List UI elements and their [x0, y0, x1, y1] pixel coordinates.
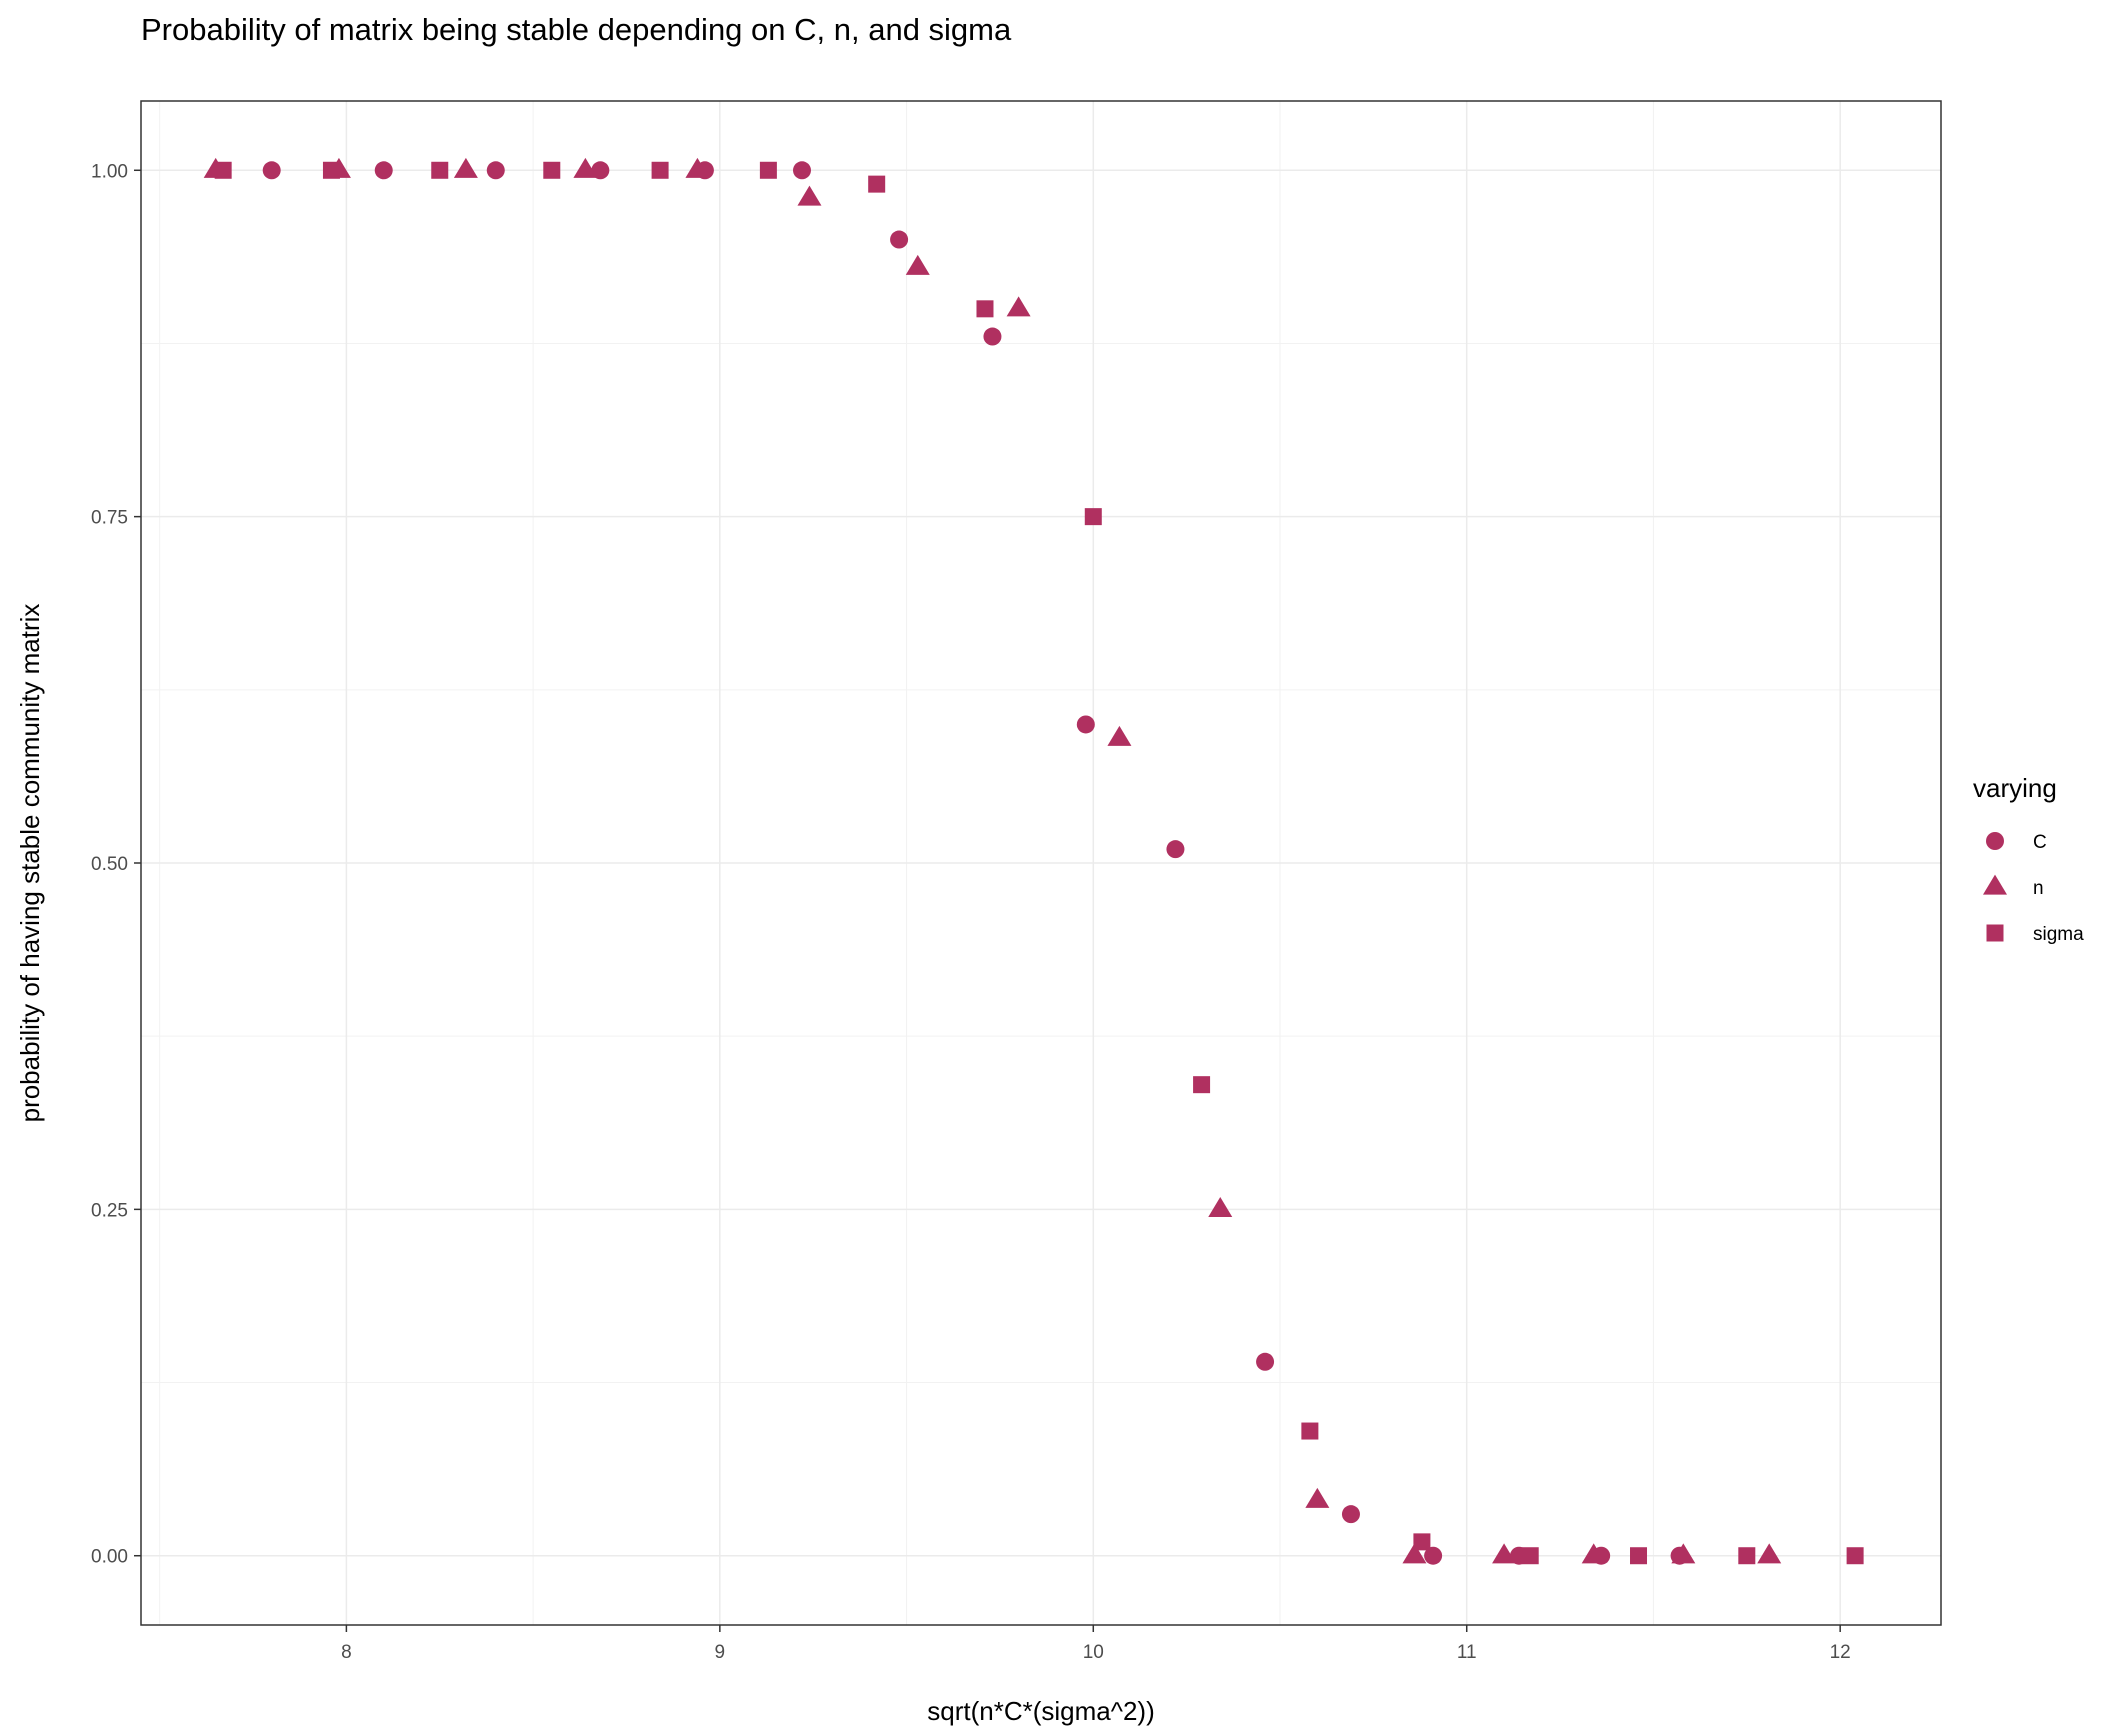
legend-item-n: n — [1983, 874, 2044, 899]
data-point-sigma — [651, 161, 669, 179]
data-point-n — [685, 157, 710, 178]
data-point-n — [1581, 1543, 1606, 1564]
major-gridlines — [141, 101, 1941, 1625]
data-point-C — [591, 161, 610, 180]
data-point-sigma — [1084, 508, 1102, 526]
data-point-sigma — [868, 175, 886, 193]
data-point-sigma — [543, 161, 561, 179]
data-point-C — [486, 161, 505, 180]
series-C — [262, 161, 1689, 1565]
data-point-sigma — [1521, 1547, 1539, 1565]
data-point-sigma — [322, 161, 340, 179]
x-tick-label: 12 — [1830, 1642, 1851, 1663]
data-point-sigma — [1301, 1422, 1319, 1440]
data-point-n — [453, 157, 478, 178]
x-tick-label: 10 — [1083, 1642, 1104, 1663]
legend: varying Cn sigma — [1973, 773, 2084, 945]
data-point-C — [1166, 840, 1185, 859]
data-points — [203, 157, 1864, 1565]
y-tick-label: 0.75 — [91, 508, 128, 529]
data-point-n — [905, 254, 930, 275]
series-sigma — [214, 161, 1864, 1565]
data-point-sigma — [214, 161, 232, 179]
data-point-sigma — [1738, 1547, 1756, 1565]
legend-key-sigma — [1986, 924, 2004, 942]
data-point-C — [1341, 1505, 1360, 1524]
data-point-n — [1671, 1543, 1696, 1564]
y-axis: 0.00 0.25 0.50 0.75 1.00 — [91, 161, 141, 1568]
chart-title: Probability of matrix being stable depen… — [141, 12, 1012, 47]
data-point-n — [797, 185, 822, 206]
legend-key-C — [1986, 832, 2004, 850]
legend-items: Cn sigma — [1983, 832, 2084, 945]
legend-label: n — [2033, 878, 2044, 899]
data-point-sigma — [1193, 1076, 1211, 1094]
data-point-C — [262, 161, 281, 180]
legend-label: C — [2033, 832, 2047, 853]
data-point-sigma — [1630, 1547, 1648, 1565]
x-tick-label: 8 — [341, 1642, 352, 1663]
data-point-n — [1006, 296, 1031, 317]
legend-key-n — [1983, 874, 2007, 895]
legend-title: varying — [1973, 773, 2057, 803]
plot-panel — [140, 100, 1942, 1626]
data-point-C — [1256, 1352, 1275, 1371]
data-point-C — [1424, 1546, 1443, 1565]
y-axis-title: probability of having stable community m… — [15, 604, 45, 1123]
data-point-C — [374, 161, 393, 180]
y-tick-label: 0.00 — [91, 1547, 128, 1568]
x-tick-label: 9 — [715, 1642, 726, 1663]
data-point-sigma — [431, 161, 449, 179]
data-point-C — [792, 161, 811, 180]
data-point-n — [573, 157, 598, 178]
data-point-sigma — [759, 161, 777, 179]
data-point-C — [890, 230, 909, 249]
data-point-sigma — [1413, 1533, 1431, 1551]
x-tick-label: 11 — [1457, 1642, 1477, 1663]
legend-item-sigma: sigma — [1986, 924, 2084, 945]
data-point-n — [1107, 725, 1132, 746]
y-tick-label: 0.25 — [91, 1200, 128, 1221]
data-point-n — [1208, 1196, 1233, 1217]
data-point-n — [1492, 1543, 1517, 1564]
y-tick-label: 1.00 — [91, 161, 128, 182]
x-axis: 8 9 10 11 12 — [341, 1625, 1851, 1663]
data-point-sigma — [976, 300, 994, 318]
data-point-sigma — [1846, 1547, 1864, 1565]
data-point-n — [1402, 1543, 1427, 1564]
data-point-n — [1757, 1543, 1782, 1564]
data-point-n — [1305, 1487, 1330, 1508]
legend-label: sigma — [2033, 924, 2084, 945]
y-tick-label: 0.50 — [91, 854, 128, 875]
data-point-C — [983, 327, 1002, 346]
legend-item-C: C — [1986, 832, 2047, 853]
x-axis-title: sqrt(n*C*(sigma^2)) — [927, 1696, 1154, 1726]
data-point-C — [1076, 715, 1095, 734]
